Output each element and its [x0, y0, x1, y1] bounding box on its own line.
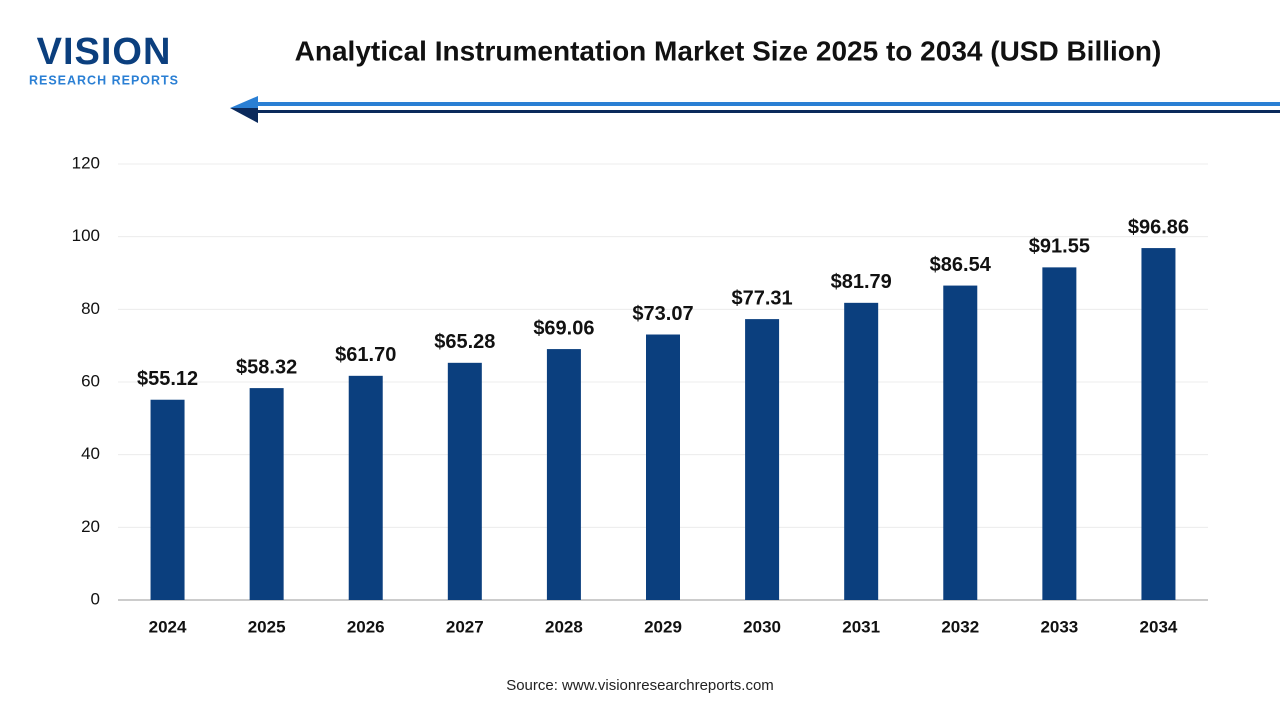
value-label: $69.06	[533, 317, 594, 339]
x-tick-label: 2033	[1040, 617, 1078, 636]
x-tick-label: 2026	[347, 617, 385, 636]
bar	[1141, 248, 1176, 601]
bar	[348, 375, 383, 600]
value-label: $91.55	[1029, 236, 1090, 258]
y-tick-label: 0	[91, 589, 100, 608]
header-rule	[230, 96, 1280, 123]
y-tick-label: 80	[81, 299, 100, 318]
logo-tagline: RESEARCH REPORTS	[29, 73, 179, 87]
x-tick-label: 2029	[644, 617, 682, 636]
x-tick-label: 2027	[446, 617, 484, 636]
bar	[249, 388, 284, 600]
x-tick-label: 2028	[545, 617, 583, 636]
value-label: $61.70	[335, 344, 396, 366]
y-tick-label: 60	[81, 371, 100, 390]
x-tick-label: 2030	[743, 617, 781, 636]
bar	[447, 362, 482, 600]
bar	[150, 399, 185, 600]
value-label: $96.86	[1128, 216, 1189, 238]
value-label: $86.54	[930, 254, 992, 276]
y-tick-label: 40	[81, 444, 100, 463]
bar	[943, 285, 978, 600]
value-label: $65.28	[434, 331, 495, 353]
x-tick-label: 2032	[941, 617, 979, 636]
bar	[646, 334, 680, 600]
value-label: $81.79	[831, 271, 892, 293]
x-tick-label: 2031	[842, 617, 880, 636]
logo-name: VISION	[37, 31, 172, 73]
bar	[1042, 267, 1077, 600]
source-note: Source: www.visionresearchreports.com	[506, 677, 774, 694]
value-label: $77.31	[732, 287, 793, 309]
x-tick-label: 2025	[248, 617, 286, 636]
bar	[844, 302, 879, 600]
y-tick-label: 100	[72, 226, 100, 245]
chart-title: Analytical Instrumentation Market Size 2…	[295, 35, 1162, 66]
y-tick-label: 20	[81, 517, 100, 536]
bar	[546, 349, 581, 600]
bar	[745, 319, 780, 600]
x-tick-label: 2034	[1140, 617, 1178, 636]
value-label: $73.07	[632, 303, 693, 325]
value-label: $58.32	[236, 356, 297, 378]
x-tick-label: 2024	[149, 617, 187, 636]
y-tick-label: 120	[72, 153, 100, 172]
value-label: $55.12	[137, 368, 198, 390]
